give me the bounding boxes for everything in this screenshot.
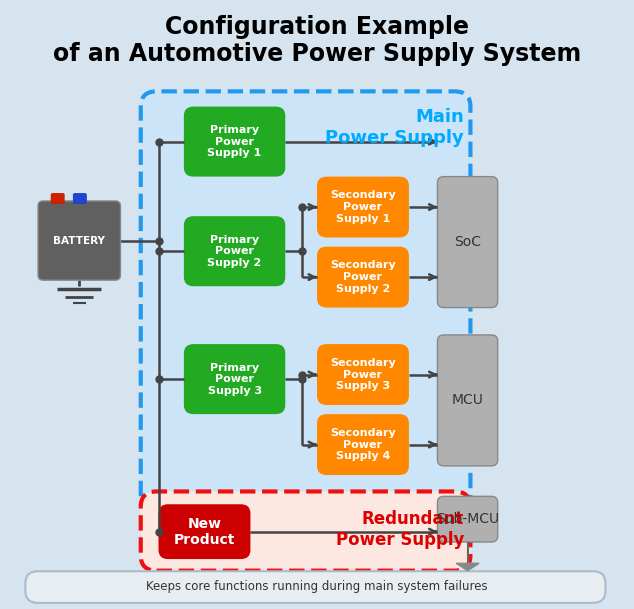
Text: Configuration Example: Configuration Example xyxy=(165,15,469,40)
Text: Primary
Power
Supply 2: Primary Power Supply 2 xyxy=(207,234,262,268)
FancyBboxPatch shape xyxy=(184,216,285,286)
FancyBboxPatch shape xyxy=(158,504,250,559)
FancyBboxPatch shape xyxy=(437,177,498,308)
Text: of an Automotive Power Supply System: of an Automotive Power Supply System xyxy=(53,41,581,66)
FancyBboxPatch shape xyxy=(317,247,409,308)
Text: BATTERY: BATTERY xyxy=(53,236,105,245)
Text: Secondary
Power
Supply 3: Secondary Power Supply 3 xyxy=(330,358,396,391)
Text: Redundant
Power Supply: Redundant Power Supply xyxy=(336,510,464,549)
FancyBboxPatch shape xyxy=(437,496,498,542)
FancyBboxPatch shape xyxy=(51,193,65,204)
FancyBboxPatch shape xyxy=(38,201,120,280)
FancyBboxPatch shape xyxy=(317,177,409,238)
Text: Main
Power Supply: Main Power Supply xyxy=(325,108,464,147)
FancyBboxPatch shape xyxy=(437,335,498,466)
Polygon shape xyxy=(456,563,479,571)
FancyBboxPatch shape xyxy=(184,344,285,414)
Text: SoC: SoC xyxy=(454,235,481,249)
FancyBboxPatch shape xyxy=(141,91,470,512)
FancyBboxPatch shape xyxy=(184,107,285,177)
Text: Secondary
Power
Supply 2: Secondary Power Supply 2 xyxy=(330,261,396,294)
FancyBboxPatch shape xyxy=(73,193,87,204)
FancyBboxPatch shape xyxy=(317,414,409,475)
Text: New
Product: New Product xyxy=(174,516,235,547)
Text: Keeps core functions running during main system failures: Keeps core functions running during main… xyxy=(146,580,488,593)
Text: Primary
Power
Supply 1: Primary Power Supply 1 xyxy=(207,125,262,158)
Text: MCU: MCU xyxy=(451,393,484,407)
Text: Primary
Power
Supply 3: Primary Power Supply 3 xyxy=(207,362,262,396)
FancyBboxPatch shape xyxy=(141,491,470,571)
FancyBboxPatch shape xyxy=(25,571,605,603)
Text: Sub-MCU: Sub-MCU xyxy=(436,512,499,526)
FancyBboxPatch shape xyxy=(317,344,409,405)
Text: Secondary
Power
Supply 1: Secondary Power Supply 1 xyxy=(330,191,396,224)
Text: Secondary
Power
Supply 4: Secondary Power Supply 4 xyxy=(330,428,396,461)
